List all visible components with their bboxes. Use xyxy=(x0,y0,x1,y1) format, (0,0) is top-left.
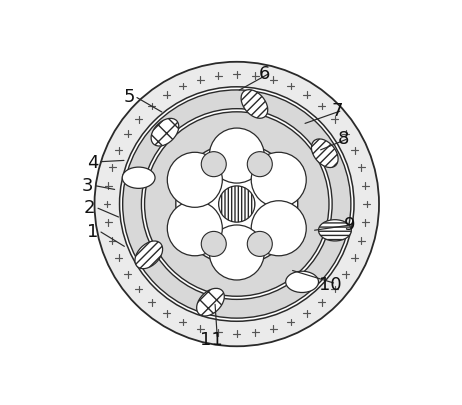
Text: 1: 1 xyxy=(87,222,99,240)
Circle shape xyxy=(141,109,332,300)
Ellipse shape xyxy=(241,90,268,119)
Circle shape xyxy=(247,232,272,257)
Text: 7: 7 xyxy=(331,102,342,120)
Text: 4: 4 xyxy=(86,153,98,171)
Text: 6: 6 xyxy=(259,64,271,83)
Ellipse shape xyxy=(318,220,351,241)
Ellipse shape xyxy=(151,119,179,147)
Text: 5: 5 xyxy=(123,88,134,106)
Circle shape xyxy=(145,113,329,296)
Circle shape xyxy=(95,63,379,346)
Circle shape xyxy=(219,186,255,223)
Text: 2: 2 xyxy=(84,199,96,217)
Ellipse shape xyxy=(286,272,318,293)
Text: 9: 9 xyxy=(344,216,355,234)
Text: 10: 10 xyxy=(319,275,342,293)
Circle shape xyxy=(251,153,306,208)
Ellipse shape xyxy=(197,289,225,316)
Circle shape xyxy=(209,129,264,183)
Circle shape xyxy=(167,201,222,256)
Circle shape xyxy=(120,87,354,322)
Circle shape xyxy=(176,144,298,265)
Ellipse shape xyxy=(311,140,338,168)
Ellipse shape xyxy=(122,168,155,189)
Text: 8: 8 xyxy=(337,130,349,148)
Text: 3: 3 xyxy=(82,177,93,195)
Ellipse shape xyxy=(135,241,163,269)
Circle shape xyxy=(167,153,222,208)
Circle shape xyxy=(251,201,306,256)
Circle shape xyxy=(123,91,351,318)
Circle shape xyxy=(201,232,226,257)
Text: 11: 11 xyxy=(201,330,223,348)
Circle shape xyxy=(201,152,226,177)
Circle shape xyxy=(247,152,272,177)
Circle shape xyxy=(209,226,264,280)
